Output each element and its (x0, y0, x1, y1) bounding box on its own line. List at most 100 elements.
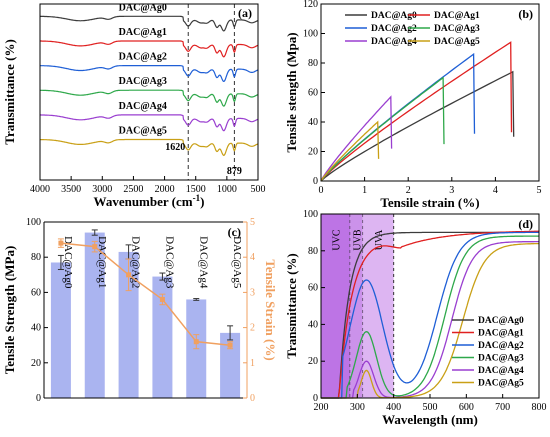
uv-band (350, 214, 363, 398)
annotation-1620: 1620 (165, 142, 185, 153)
x-tick-label: 4 (493, 185, 498, 196)
strain-point (92, 244, 98, 250)
x-tick-label: 1500 (186, 184, 206, 195)
series-label: DAC@Ag0 (119, 2, 167, 13)
category-label: DAC@Ag1 (96, 236, 108, 288)
y-axis-label: Tensile stength (Mpa) (284, 32, 299, 152)
plot-frame (320, 3, 540, 182)
strain-point (227, 342, 233, 348)
series-label: DAC@Ag3 (119, 76, 167, 87)
stress-strain-curve (320, 41, 513, 182)
x-tick-label: 2000 (155, 184, 175, 195)
category-label: DAC@Ag3 (163, 236, 175, 289)
legend-label: DAC@Ag3 (478, 354, 524, 364)
x-tick-label: 1000 (217, 184, 237, 195)
x-axis-label: Wavenumber (cm-1) (94, 193, 205, 209)
spectrum-line (40, 89, 259, 107)
transmittance-curve (321, 231, 539, 399)
plot-frame (39, 3, 259, 181)
x-axis-label: Tensile strain (%) (380, 195, 479, 210)
category-label: DAC@Ag0 (62, 236, 74, 289)
stress-strain-curve (320, 120, 380, 182)
y-tick-label: 60 (308, 283, 318, 294)
x-tick-label: 800 (532, 402, 547, 413)
spectrum-line (40, 40, 259, 58)
x-tick-label: 2500 (123, 184, 143, 195)
y-tick-label: 60 (308, 88, 318, 99)
y2-tick-label: 2 (250, 323, 255, 334)
stress-strain-curve (320, 52, 476, 182)
y2-tick-label: 0 (250, 393, 255, 404)
x-axis-label: Wavelength (nm) (382, 412, 478, 427)
x-axis-label-sup: -1 (193, 193, 201, 203)
y-tick-label: 40 (308, 319, 318, 330)
category-label: DAC@Ag4 (197, 236, 209, 289)
legend-label: DAC@Ag4 (478, 366, 524, 376)
transmittance-curve (321, 240, 539, 399)
panel-label: (d) (518, 217, 533, 231)
y-tick-label: 0 (313, 393, 318, 404)
y-tick-label: 0 (36, 393, 41, 404)
x-axis-label-tail: ) (200, 194, 204, 209)
uv-band-label: UVA (374, 229, 385, 250)
y-tick-label: 120 (303, 0, 318, 10)
bar (118, 251, 139, 398)
bar (84, 232, 105, 398)
uv-band-label: UVC (332, 229, 343, 250)
x-tick-label: 3500 (61, 184, 81, 195)
x-tick-label: 700 (495, 402, 510, 413)
legend-label: DAC@Ag5 (478, 379, 524, 389)
y-axis-label: Transmittance (%) (284, 253, 299, 359)
spectrum-line (40, 15, 258, 32)
legend-label: DAC@Ag3 (434, 24, 480, 34)
x-axis-label-main: Wavenumber (cm (94, 194, 193, 209)
x-tick-label: 2 (406, 185, 411, 196)
x-tick-label: 5 (537, 185, 542, 196)
y2-tick-label: 3 (250, 287, 255, 298)
legend-label: DAC@Ag2 (371, 24, 417, 34)
bar (220, 332, 241, 398)
series-label: DAC@Ag1 (119, 27, 167, 38)
series-label: DAC@Ag5 (119, 126, 167, 137)
x-tick-label: 400 (386, 402, 401, 413)
panel-d: UVC UVB UVA 200 300 400 500 600 700 800 0 20 40 60 80 1… (284, 209, 547, 427)
stress-strain-curve (320, 70, 515, 182)
y2-tick-label: 4 (250, 252, 255, 263)
legend-label: DAC@Ag0 (371, 11, 417, 21)
x-tick-label: 300 (350, 402, 365, 413)
y-tick-label: 80 (308, 246, 318, 257)
strain-point (58, 240, 64, 246)
bar (152, 276, 173, 398)
x-tick-label: 3 (449, 185, 454, 196)
x-tick-label: 600 (459, 402, 474, 413)
y-tick-label: 100 (26, 217, 41, 228)
strain-line (60, 242, 231, 346)
stress-strain-curve (320, 76, 445, 182)
strain-point (159, 296, 165, 302)
y-tick-label: 20 (31, 358, 41, 369)
panel-b: 0 1 2 3 4 5 0 20 40 60 80 100 120 DAC@Ag0 DAC@Ag1 DAC@A… (284, 0, 542, 210)
y-tick-label: 40 (308, 117, 318, 128)
x-tick-label: 0 (319, 185, 324, 196)
series-label: DAC@Ag4 (119, 101, 167, 112)
spectrum-line (40, 138, 259, 157)
y-tick-label: 80 (308, 58, 318, 69)
annotation-879: 879 (227, 166, 242, 177)
spectrum-line (40, 114, 259, 132)
uv-band-label: UVB (352, 229, 363, 250)
legend-label: DAC@Ag1 (434, 11, 480, 21)
panel-label: (b) (518, 7, 533, 21)
y-tick-label: 80 (31, 252, 41, 263)
strain-point (193, 339, 199, 345)
panel-a: DAC@Ag0 DAC@Ag1 DAC@Ag2 DAC@Ag3 DAC@Ag4 DAC@A… (2, 2, 266, 209)
panel-c: DAC@Ag0 DAC@Ag1 DAC@Ag2 DAC@Ag3 DAC@Ag4 DAC@A… (2, 217, 278, 404)
stress-strain-curve (320, 95, 393, 182)
legend-label: DAC@Ag1 (478, 329, 524, 339)
x-tick-label: 4000 (30, 184, 50, 195)
x-tick-label: 200 (314, 402, 329, 413)
panel-label: (a) (238, 6, 252, 20)
category-label: DAC@Ag2 (130, 236, 142, 288)
legend-label: DAC@Ag2 (478, 341, 524, 351)
y-axis-label: Transmittance (%) (2, 39, 17, 145)
